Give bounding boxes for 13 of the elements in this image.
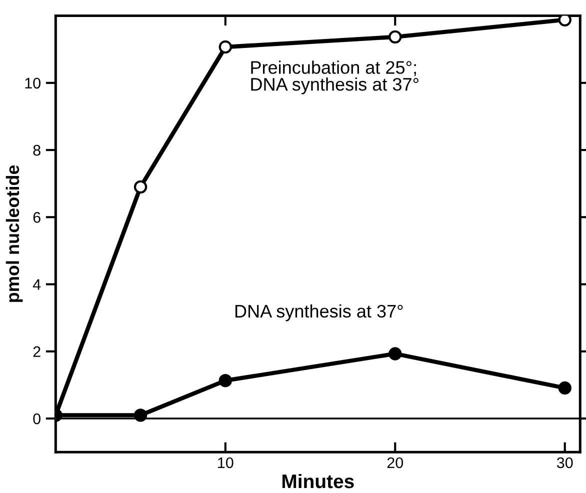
y-tick-label: 0 <box>33 413 40 424</box>
series-label: Preincubation at 25°; DNA synthesis at 37° <box>251 60 418 94</box>
x-axis-title: Minutes <box>282 474 354 488</box>
y-tick-label: 10 <box>25 78 40 89</box>
y-tick-label: 6 <box>33 212 40 223</box>
y-tick-label: 4 <box>32 279 41 290</box>
y-tick-label: 2 <box>33 346 40 357</box>
x-tick-label: 20 <box>387 457 404 468</box>
x-tick-label: 10 <box>218 457 234 468</box>
y-axis-title: pmol nucleotide <box>6 165 23 302</box>
x-tick-label: 30 <box>556 457 573 468</box>
series-label: DNA synthesis at 37° <box>235 304 403 322</box>
y-tick-label: 8 <box>33 144 40 156</box>
